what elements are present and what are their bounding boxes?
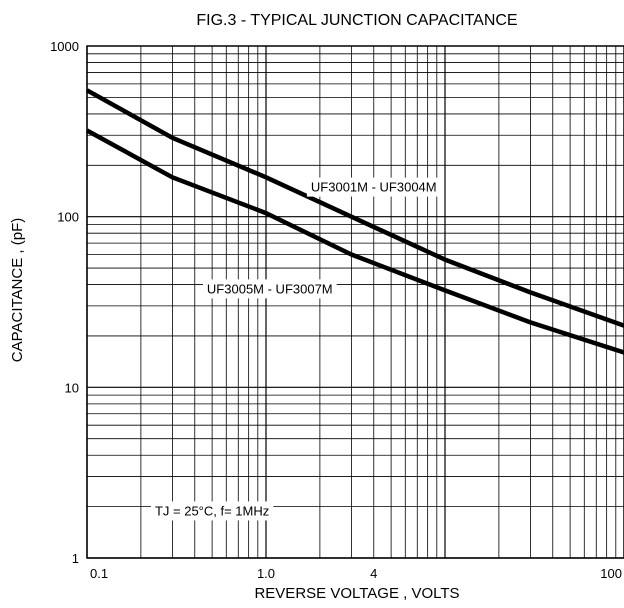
y-axis-label: CAPACITANCE , (pF) bbox=[9, 218, 26, 362]
condition-annotation-group: TJ = 25°C, f= 1MHz bbox=[150, 501, 274, 521]
y-tick-label: 1 bbox=[72, 551, 79, 566]
series-label-1: UF3001M - UF3004M bbox=[311, 180, 437, 195]
series-lines bbox=[85, 88, 624, 355]
series-label-background bbox=[202, 279, 337, 299]
series-line-2 bbox=[85, 128, 624, 355]
x-tick-label: 4 bbox=[370, 566, 377, 581]
series-label-2: UF3005M - UF3007M bbox=[207, 281, 333, 296]
x-tick-label: 1.0 bbox=[257, 566, 275, 581]
condition-annotation: TJ = 25°C, f= 1MHz bbox=[155, 503, 269, 518]
plot-frame bbox=[86, 45, 624, 559]
y-tick-label: 100 bbox=[57, 210, 79, 225]
condition-annotation-background bbox=[150, 501, 274, 521]
grid bbox=[86, 46, 624, 559]
x-tick-label: 100 bbox=[600, 566, 622, 581]
series-label-background bbox=[306, 177, 441, 197]
y-tick-label: 1000 bbox=[50, 39, 79, 54]
series-labels: UF3001M - UF3004M UF3005M - UF3007M bbox=[202, 177, 441, 299]
x-tick-label: 0.1 bbox=[90, 566, 108, 581]
y-tick-label: 10 bbox=[65, 380, 79, 395]
x-axis-label: REVERSE VOLTAGE , VOLTS bbox=[254, 585, 459, 602]
chart-title: FIG.3 - TYPICAL JUNCTION CAPACITANCE bbox=[196, 12, 517, 29]
series-line-1 bbox=[85, 88, 624, 328]
y-tick-labels: 1000 100 10 1 bbox=[50, 39, 79, 566]
x-tick-labels: 0.1 1.0 4 100 bbox=[90, 566, 622, 581]
